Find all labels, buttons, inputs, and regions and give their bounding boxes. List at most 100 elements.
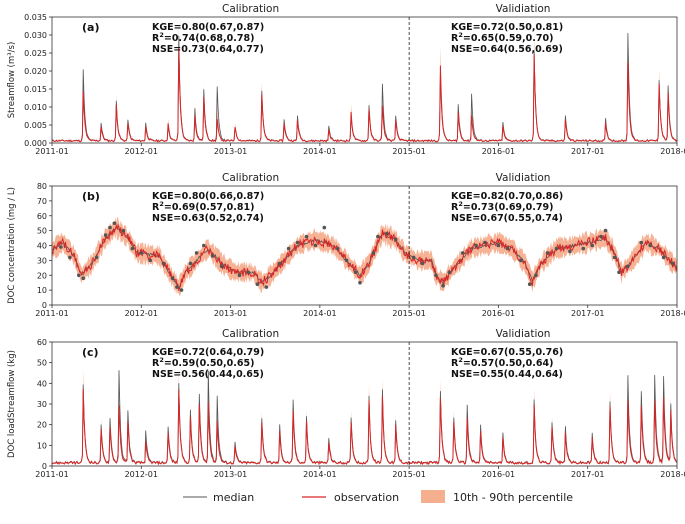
y-axis-label: DOC loadStreamflow (kg) <box>7 350 17 458</box>
calibration-metric: KGE=0.80(0.66,0.87) <box>152 191 264 202</box>
calibration-title: Calibration <box>222 3 279 15</box>
obs-point <box>108 225 112 230</box>
legend-observation-label: observation <box>334 491 399 504</box>
obs-point <box>194 251 199 255</box>
legend-median-label: median <box>213 491 254 504</box>
obs-point <box>460 251 465 255</box>
x-tick-label: 2017-01 <box>571 309 604 318</box>
obs-point <box>411 255 416 260</box>
calibration-title: Calibration <box>222 172 279 184</box>
y-tick-label: 0 <box>42 462 47 471</box>
y-tick-label: 0 <box>42 301 47 310</box>
obs-point <box>175 285 179 289</box>
x-tick-label: 2012-01 <box>125 309 158 318</box>
obs-point <box>295 240 300 245</box>
calibration-metric: R2=0.74(0.68,0.78) <box>152 31 254 44</box>
obs-point <box>188 261 193 266</box>
x-tick-label: 2012-01 <box>125 470 158 479</box>
y-tick-label: 0.025 <box>24 49 47 58</box>
obs-point <box>661 255 666 260</box>
x-tick-label: 2017-01 <box>571 147 604 156</box>
validation-title: Validiation <box>496 3 551 15</box>
axes-frame <box>51 16 678 144</box>
validation-title: Validiation <box>496 328 551 340</box>
obs-point <box>246 270 251 275</box>
validation-metric: NSE=0.67(0.55,0.74) <box>451 213 563 224</box>
obs-point <box>255 282 260 287</box>
obs-point <box>434 273 438 278</box>
obs-point <box>527 282 532 287</box>
obs-point <box>112 221 117 225</box>
validation-metric: KGE=0.67(0.55,0.76) <box>451 347 563 358</box>
obs-point <box>603 228 608 233</box>
y-tick-label: 0.010 <box>24 103 47 112</box>
obs-point <box>554 246 559 251</box>
obs-point <box>581 246 586 251</box>
y-tick-label: 0.005 <box>24 121 47 130</box>
obs-point <box>313 243 318 248</box>
obs-point <box>534 273 538 278</box>
calibration-metric: R2=0.69(0.57,0.81) <box>152 200 254 213</box>
x-tick-label: 2013-01 <box>214 309 247 318</box>
y-axis-label: DOC concentration (mg / L) <box>7 187 17 304</box>
obs-point <box>648 243 652 248</box>
obs-point <box>277 261 282 266</box>
panel-label: (b) <box>82 190 100 203</box>
validation-metric: R2=0.65(0.59,0.70) <box>451 31 553 44</box>
calibration-metric: R2=0.59(0.50,0.65) <box>152 356 254 369</box>
obs-point <box>371 251 376 255</box>
obs-point <box>670 261 675 266</box>
obs-point <box>179 288 184 292</box>
x-tick-label: 2015-01 <box>392 309 425 318</box>
y-tick-label: 70 <box>37 197 47 206</box>
obs-point <box>77 273 81 278</box>
observation-line <box>51 223 678 291</box>
obs-point <box>286 246 291 251</box>
y-tick-label: 50 <box>37 227 47 236</box>
legend-band-label: 10th - 90th percentile <box>453 491 573 504</box>
band-10-90-percentile <box>52 217 677 297</box>
x-tick-label: 2016-01 <box>482 470 515 479</box>
calibration-metric: NSE=0.56(0.44,0.65) <box>152 369 264 380</box>
y-tick-label: 0.015 <box>24 85 47 94</box>
obs-point <box>393 237 398 242</box>
x-tick-label: 2015-01 <box>392 147 425 156</box>
y-tick-label: 40 <box>37 242 47 251</box>
obs-point <box>474 243 478 248</box>
x-tick-label: 2018-01 <box>660 147 685 156</box>
x-tick-label: 2013-01 <box>214 147 247 156</box>
obs-point <box>202 243 206 248</box>
y-tick-label: 20 <box>37 421 47 430</box>
x-tick-label: 2018-01 <box>660 470 685 479</box>
calibration-metric: KGE=0.72(0.64,0.79) <box>152 347 264 358</box>
obs-point <box>344 258 349 263</box>
y-tick-label: 60 <box>37 338 47 347</box>
obs-point <box>81 276 85 281</box>
obs-point <box>68 255 72 260</box>
obs-point <box>121 228 126 233</box>
observation-line <box>51 388 678 466</box>
obs-point <box>94 255 99 260</box>
x-tick-label: 2016-01 <box>482 147 515 156</box>
obs-point <box>139 251 144 255</box>
obs-point <box>237 273 242 278</box>
obs-point <box>617 270 621 275</box>
x-tick-label: 2016-01 <box>482 309 515 318</box>
obs-point <box>505 246 510 251</box>
obs-point <box>612 255 617 260</box>
x-tick-label: 2013-01 <box>214 470 247 479</box>
x-tick-label: 2011-01 <box>35 309 68 318</box>
panel-label: (c) <box>82 346 99 359</box>
validation-metric: R2=0.57(0.50,0.64) <box>451 356 553 369</box>
panel-a: 0.000 0.005 0.010 0.015 0.020 0.025 0.030 0.035… <box>7 3 685 156</box>
x-tick-label: 2011-01 <box>35 147 68 156</box>
y-tick-label: 30 <box>37 400 47 409</box>
obs-point <box>420 261 425 266</box>
y-tick-label: 10 <box>37 441 47 450</box>
obs-point <box>639 240 644 245</box>
obs-point <box>335 246 340 251</box>
x-tick-label: 2015-01 <box>392 470 425 479</box>
obs-point <box>599 234 603 239</box>
